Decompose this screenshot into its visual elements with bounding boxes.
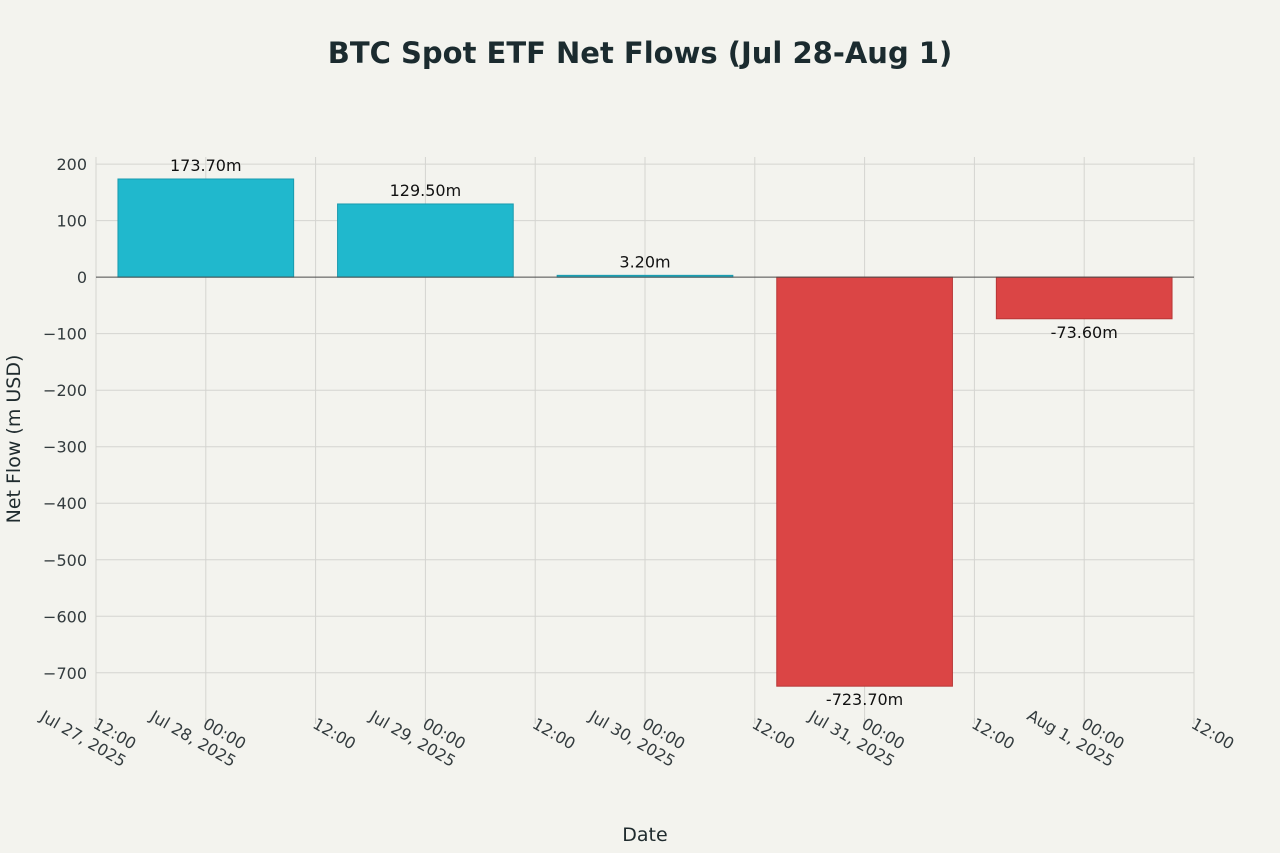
- y-axis-ticks: 200 100 0 −100 −200 −300 −400 −500 −600 −700: [43, 155, 87, 683]
- y-axis-title: Net Flow (m USD): [3, 355, 25, 524]
- data-label-2025-07-31: -723.70m: [826, 690, 903, 709]
- grid: [95, 157, 1195, 718]
- bar-2025-07-28: [117, 178, 295, 278]
- y-tick-label: −200: [43, 381, 87, 400]
- data-label-2025-07-28: 173.70m: [170, 156, 242, 175]
- x-tick-label: 12:00: [1188, 714, 1237, 754]
- y-tick-label: 100: [56, 212, 87, 231]
- y-tick-label: −300: [43, 438, 87, 457]
- x-tick-label: 00:00Jul 29, 2025: [366, 689, 469, 771]
- y-tick-label: 200: [56, 155, 87, 174]
- y-tick-label: −600: [43, 607, 87, 626]
- x-tick-label: 00:00Aug 1, 2025: [1024, 688, 1128, 770]
- x-tick-label: 00:00Jul 30, 2025: [585, 689, 688, 771]
- x-tick-label: 12:00Jul 27, 2025: [36, 689, 139, 771]
- x-tick-label: 12:00: [968, 714, 1017, 754]
- data-labels: 173.70m 129.50m 3.20m -723.70m -73.60m: [170, 156, 1118, 709]
- x-tick-label: 12:00: [529, 714, 578, 754]
- data-label-2025-07-30: 3.20m: [619, 252, 670, 271]
- data-label-2025-07-29: 129.50m: [390, 181, 462, 200]
- bar-2025-08-01: [995, 276, 1173, 320]
- y-tick-label: −100: [43, 325, 87, 344]
- data-label-2025-08-01: -73.60m: [1051, 323, 1118, 342]
- x-tick-label-line: 12:00: [968, 714, 1017, 754]
- y-tick-label: −400: [43, 494, 87, 513]
- bar-2025-07-31: [776, 276, 953, 687]
- x-tick-label-line: 12:00: [749, 714, 798, 754]
- bars: [117, 178, 1173, 687]
- x-tick-label: 12:00: [749, 714, 798, 754]
- y-tick-label: 0: [77, 268, 87, 287]
- x-tick-label: 12:00: [310, 714, 359, 754]
- bar-2025-07-29: [337, 203, 514, 278]
- x-tick-label-line: 12:00: [310, 714, 359, 754]
- y-tick-label: −700: [43, 664, 87, 683]
- x-tick-label: 00:00Jul 28, 2025: [146, 689, 249, 771]
- x-axis-ticks: 12:00Jul 27, 2025 00:00Jul 28, 2025 12:00 0…: [36, 688, 1237, 771]
- x-tick-label-line: 12:00: [1188, 714, 1237, 754]
- x-axis-title: Date: [622, 824, 667, 846]
- chart-title: BTC Spot ETF Net Flows (Jul 28-Aug 1): [328, 36, 953, 70]
- x-tick-label-line: 12:00: [529, 714, 578, 754]
- y-tick-label: −500: [43, 551, 87, 570]
